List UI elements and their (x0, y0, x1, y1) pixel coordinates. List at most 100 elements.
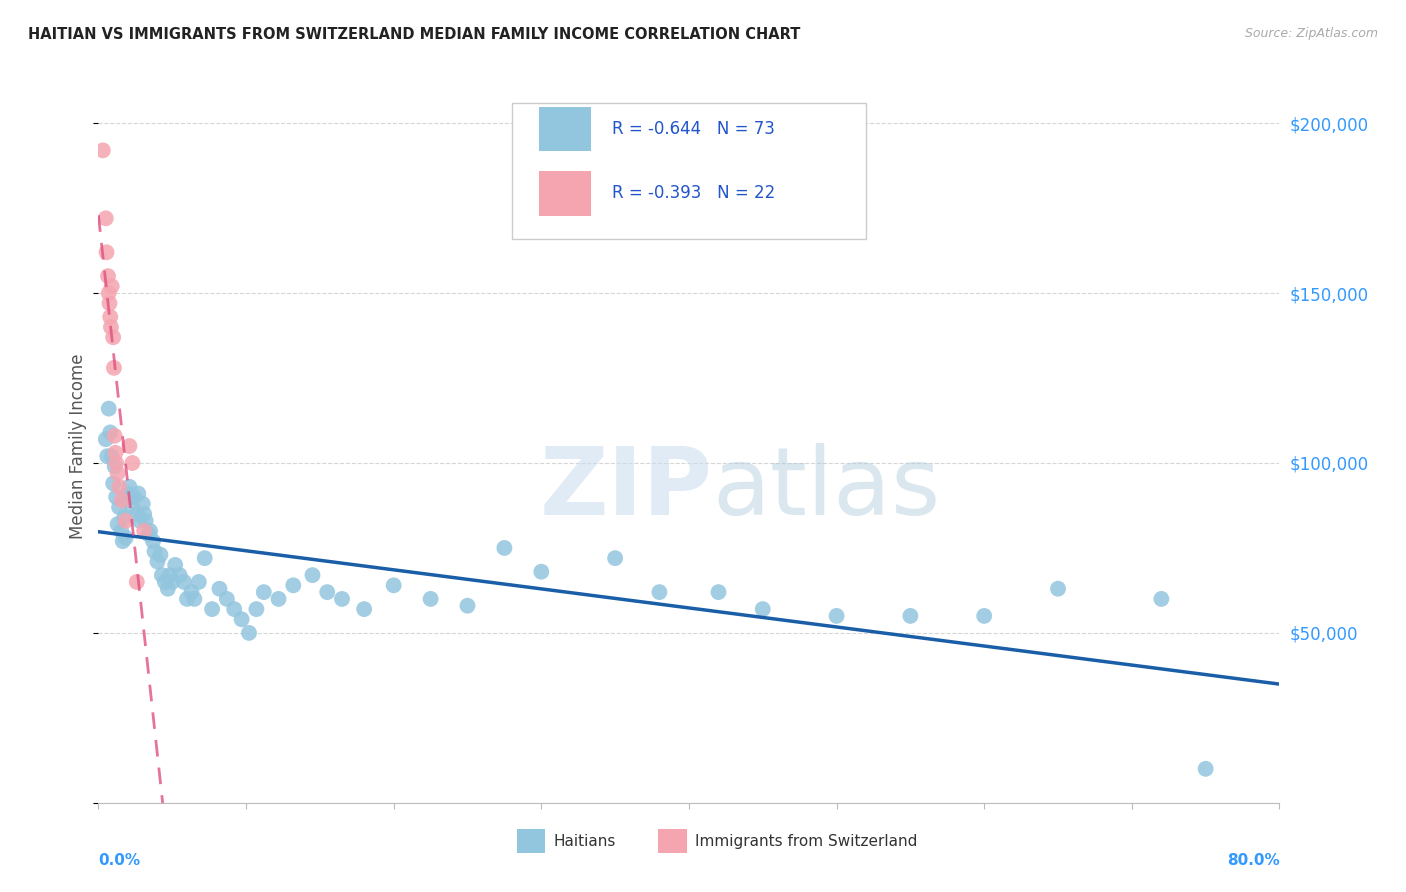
Point (94, 211, 117, 226)
Point (98, 296, 121, 310)
Text: Immigrants from Switzerland: Immigrants from Switzerland (695, 834, 917, 849)
Point (125, 507, 148, 521)
Point (118, 439, 141, 453)
Point (94, 432, 117, 446)
Point (1150, 591, 1173, 606)
Point (103, 330, 125, 344)
Point (149, 548, 172, 562)
Point (121, 456, 143, 470)
Point (162, 574, 183, 589)
Point (105, 490, 128, 504)
Point (110, 524, 132, 538)
Point (1046, 582, 1069, 596)
Point (330, 591, 353, 606)
Point (316, 585, 339, 599)
Point (283, 578, 305, 592)
Text: R = -0.393   N = 22: R = -0.393 N = 22 (612, 185, 776, 202)
Point (111, 493, 134, 508)
Text: ZIP: ZIP (540, 442, 713, 535)
Point (125, 574, 148, 589)
Point (96, 449, 118, 463)
Point (104, 459, 127, 474)
Point (132, 497, 155, 511)
Point (825, 608, 848, 623)
Point (107, 466, 129, 480)
Point (267, 591, 290, 606)
Point (114, 514, 136, 528)
FancyBboxPatch shape (516, 830, 546, 854)
Point (105, 456, 128, 470)
Point (104, 429, 127, 443)
Text: R = -0.644   N = 73: R = -0.644 N = 73 (612, 120, 775, 138)
Point (382, 578, 405, 592)
Point (530, 565, 553, 579)
Point (1195, 762, 1218, 776)
Point (114, 531, 136, 545)
Point (91, 144, 114, 158)
Point (103, 360, 125, 375)
Text: atlas: atlas (713, 442, 941, 535)
Point (120, 490, 142, 504)
Point (494, 541, 516, 555)
Point (648, 585, 671, 599)
Text: HAITIAN VS IMMIGRANTS FROM SWITZERLAND MEDIAN FAMILY INCOME CORRELATION CHART: HAITIAN VS IMMIGRANTS FROM SWITZERLAND M… (28, 27, 800, 42)
Point (194, 551, 217, 566)
Point (142, 534, 165, 549)
Point (127, 486, 149, 500)
Point (103, 476, 125, 491)
FancyBboxPatch shape (538, 107, 591, 152)
Point (153, 574, 176, 589)
Point (108, 500, 131, 515)
Point (900, 608, 922, 623)
Point (134, 524, 156, 538)
Point (707, 585, 730, 599)
Point (751, 602, 773, 616)
Point (605, 551, 627, 566)
Point (353, 602, 375, 616)
Point (100, 449, 122, 463)
Text: 80.0%: 80.0% (1226, 853, 1279, 868)
Y-axis label: Median Family Income: Median Family Income (69, 353, 87, 539)
Point (456, 599, 478, 613)
FancyBboxPatch shape (512, 103, 866, 239)
Point (224, 602, 246, 616)
Point (139, 524, 162, 538)
Point (159, 568, 181, 582)
Point (180, 585, 202, 599)
Point (111, 534, 134, 549)
Point (122, 490, 145, 504)
Point (128, 514, 150, 528)
Point (134, 507, 156, 521)
Text: 0.0%: 0.0% (98, 853, 141, 868)
Text: Source: ZipAtlas.com: Source: ZipAtlas.com (1244, 27, 1378, 40)
Point (112, 510, 135, 524)
Point (238, 626, 260, 640)
Point (156, 582, 179, 596)
Point (118, 480, 141, 494)
Point (104, 446, 127, 460)
Point (245, 602, 267, 616)
Point (187, 574, 209, 589)
Point (100, 320, 122, 334)
Point (173, 574, 195, 589)
Point (107, 517, 129, 532)
Point (121, 500, 143, 515)
Point (100, 279, 122, 293)
Point (253, 585, 276, 599)
Point (108, 480, 131, 494)
Point (301, 568, 323, 582)
Point (169, 568, 191, 582)
Point (135, 514, 157, 528)
Point (143, 544, 166, 558)
Point (231, 612, 253, 626)
Point (138, 527, 160, 541)
Point (97, 269, 120, 284)
Point (146, 555, 169, 569)
Point (117, 486, 139, 500)
FancyBboxPatch shape (538, 171, 591, 216)
Point (98, 425, 121, 440)
FancyBboxPatch shape (658, 830, 686, 854)
Point (183, 591, 205, 606)
Point (165, 558, 187, 572)
Point (176, 591, 198, 606)
